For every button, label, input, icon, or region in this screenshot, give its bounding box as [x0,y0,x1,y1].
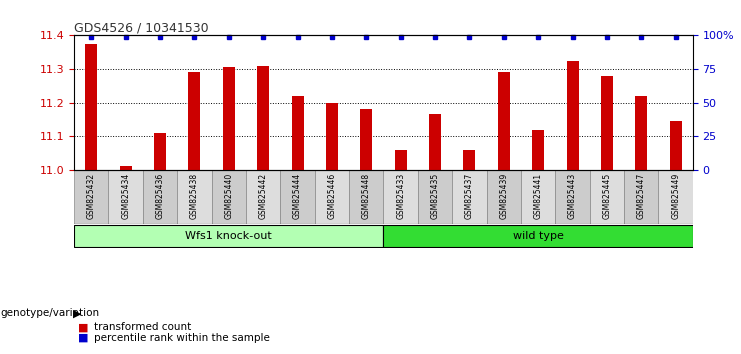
Text: genotype/variation: genotype/variation [1,308,100,318]
Text: ■: ■ [78,333,88,343]
Bar [395,150,407,170]
Text: GSM825436: GSM825436 [156,172,165,219]
Bar [143,170,177,224]
Text: wild type: wild type [513,231,564,241]
Text: GSM825441: GSM825441 [534,172,542,219]
Bar [326,103,338,170]
Text: GSM825445: GSM825445 [602,172,611,219]
Bar [74,170,108,224]
Bar [429,114,441,170]
Bar [567,61,579,170]
Bar [349,170,384,224]
Text: GSM825444: GSM825444 [293,172,302,219]
Text: GSM825433: GSM825433 [396,172,405,219]
Text: transformed count: transformed count [94,322,191,332]
Text: GSM825443: GSM825443 [568,172,577,219]
Text: GSM825435: GSM825435 [431,172,439,219]
Bar [360,109,372,170]
Bar [177,170,212,224]
Text: GSM825434: GSM825434 [122,172,130,219]
Text: percentile rank within the sample: percentile rank within the sample [94,333,270,343]
Bar [384,170,418,224]
Bar [257,65,269,170]
Text: GSM825447: GSM825447 [637,172,645,219]
Bar [659,170,693,224]
Bar [601,76,613,170]
Text: ■: ■ [78,322,88,332]
Bar [315,170,349,224]
Bar [555,170,590,224]
Text: GDS4526 / 10341530: GDS4526 / 10341530 [74,21,209,34]
Bar [74,225,384,247]
Bar [85,44,97,170]
Text: GSM825449: GSM825449 [671,172,680,219]
Bar [246,170,280,224]
Bar [487,170,521,224]
Bar [280,170,315,224]
Bar [452,170,487,224]
Text: GSM825438: GSM825438 [190,172,199,219]
Bar [670,121,682,170]
Bar [635,96,648,170]
Text: GSM825446: GSM825446 [328,172,336,219]
Text: GSM825432: GSM825432 [87,172,96,219]
Bar [463,150,476,170]
Text: GSM825437: GSM825437 [465,172,474,219]
Text: GSM825439: GSM825439 [499,172,508,219]
Bar [291,96,304,170]
Bar [119,166,132,170]
Bar [521,170,555,224]
Text: Wfs1 knock-out: Wfs1 knock-out [185,231,272,241]
Bar [532,130,544,170]
Bar [418,170,452,224]
Bar [212,170,246,224]
Bar [384,225,693,247]
Bar [188,72,200,170]
Bar [108,170,143,224]
Text: ▶: ▶ [73,308,82,318]
Bar [624,170,659,224]
Bar [590,170,624,224]
Text: GSM825440: GSM825440 [225,172,233,219]
Bar [223,67,235,170]
Bar [498,72,510,170]
Bar [154,133,166,170]
Text: GSM825442: GSM825442 [259,172,268,219]
Text: GSM825448: GSM825448 [362,172,370,219]
